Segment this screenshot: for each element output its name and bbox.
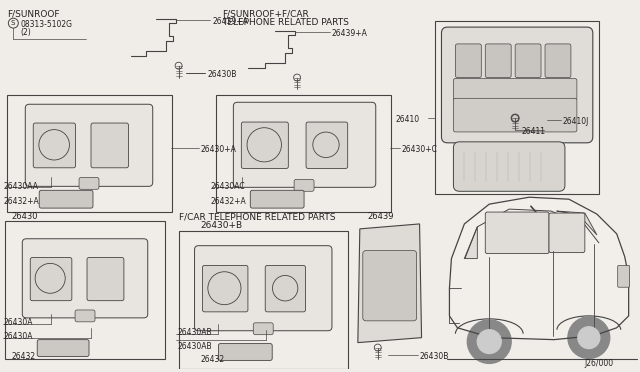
Circle shape: [477, 330, 501, 353]
Text: 26439+A: 26439+A: [332, 29, 368, 38]
Text: 26430+B: 26430+B: [200, 221, 243, 230]
Text: 26430AB: 26430AB: [178, 328, 212, 337]
FancyBboxPatch shape: [515, 44, 541, 77]
Text: 26430+A: 26430+A: [200, 145, 236, 154]
FancyBboxPatch shape: [485, 212, 549, 254]
FancyBboxPatch shape: [234, 102, 376, 187]
Text: 26430AB: 26430AB: [178, 341, 212, 351]
Bar: [8, 95, 172, 212]
Text: 26430A: 26430A: [3, 318, 33, 327]
Text: 26439+A: 26439+A: [212, 17, 248, 26]
Text: J26/000: J26/000: [585, 359, 614, 368]
FancyBboxPatch shape: [33, 123, 76, 168]
Text: (2): (2): [20, 28, 31, 37]
FancyBboxPatch shape: [91, 123, 129, 168]
FancyBboxPatch shape: [294, 179, 314, 191]
FancyBboxPatch shape: [26, 104, 153, 186]
Text: 26430B: 26430B: [420, 353, 449, 362]
FancyBboxPatch shape: [250, 190, 304, 208]
Text: 26410J: 26410J: [563, 117, 589, 126]
FancyBboxPatch shape: [453, 98, 577, 132]
Circle shape: [467, 320, 511, 363]
FancyBboxPatch shape: [453, 142, 565, 191]
FancyBboxPatch shape: [306, 122, 348, 169]
FancyBboxPatch shape: [363, 251, 417, 321]
Circle shape: [578, 327, 600, 349]
FancyBboxPatch shape: [549, 213, 585, 253]
Text: 26430B: 26430B: [207, 70, 237, 78]
Text: F/SUNROOF: F/SUNROOF: [8, 9, 60, 18]
FancyBboxPatch shape: [265, 266, 305, 312]
Text: 26432+A: 26432+A: [3, 197, 39, 206]
Text: 26411: 26411: [521, 127, 545, 136]
Text: 26432+A: 26432+A: [211, 197, 246, 206]
FancyBboxPatch shape: [241, 122, 289, 169]
FancyBboxPatch shape: [75, 310, 95, 322]
Text: 26430AC: 26430AC: [211, 182, 245, 191]
Text: F/SUNROOF+F/CAR: F/SUNROOF+F/CAR: [223, 9, 309, 18]
Polygon shape: [449, 197, 628, 340]
FancyBboxPatch shape: [545, 44, 571, 77]
Circle shape: [568, 317, 610, 359]
Text: 26432: 26432: [12, 352, 35, 360]
FancyBboxPatch shape: [485, 44, 511, 77]
FancyBboxPatch shape: [453, 78, 577, 100]
FancyBboxPatch shape: [37, 340, 89, 356]
Text: 26439: 26439: [368, 212, 394, 221]
Text: S: S: [11, 20, 15, 26]
FancyBboxPatch shape: [253, 323, 273, 335]
Text: 26430+C: 26430+C: [402, 145, 438, 154]
FancyBboxPatch shape: [79, 177, 99, 189]
Polygon shape: [465, 227, 477, 259]
FancyBboxPatch shape: [87, 257, 124, 301]
FancyBboxPatch shape: [218, 344, 272, 360]
FancyBboxPatch shape: [195, 246, 332, 331]
Bar: [435, 21, 599, 194]
Text: 08313-5102G: 08313-5102G: [20, 20, 72, 29]
Bar: [5, 221, 164, 359]
FancyBboxPatch shape: [39, 190, 93, 208]
Text: 26432: 26432: [200, 356, 225, 365]
FancyBboxPatch shape: [442, 27, 593, 143]
FancyBboxPatch shape: [456, 44, 481, 77]
Polygon shape: [557, 211, 596, 235]
Text: 26430A: 26430A: [3, 332, 33, 341]
Text: F/CAR TELEPHONE RELATED PARTS: F/CAR TELEPHONE RELATED PARTS: [179, 212, 335, 221]
FancyBboxPatch shape: [202, 266, 248, 312]
FancyBboxPatch shape: [30, 257, 72, 301]
Text: 26430AA: 26430AA: [3, 182, 38, 191]
FancyBboxPatch shape: [618, 266, 630, 287]
Text: 26410: 26410: [396, 115, 420, 124]
Bar: [179, 231, 348, 369]
Text: 26430: 26430: [12, 212, 38, 221]
Polygon shape: [358, 224, 422, 343]
Bar: [216, 95, 390, 212]
Text: TELEPHONE RELATED PARTS: TELEPHONE RELATED PARTS: [223, 18, 349, 27]
FancyBboxPatch shape: [22, 239, 148, 318]
